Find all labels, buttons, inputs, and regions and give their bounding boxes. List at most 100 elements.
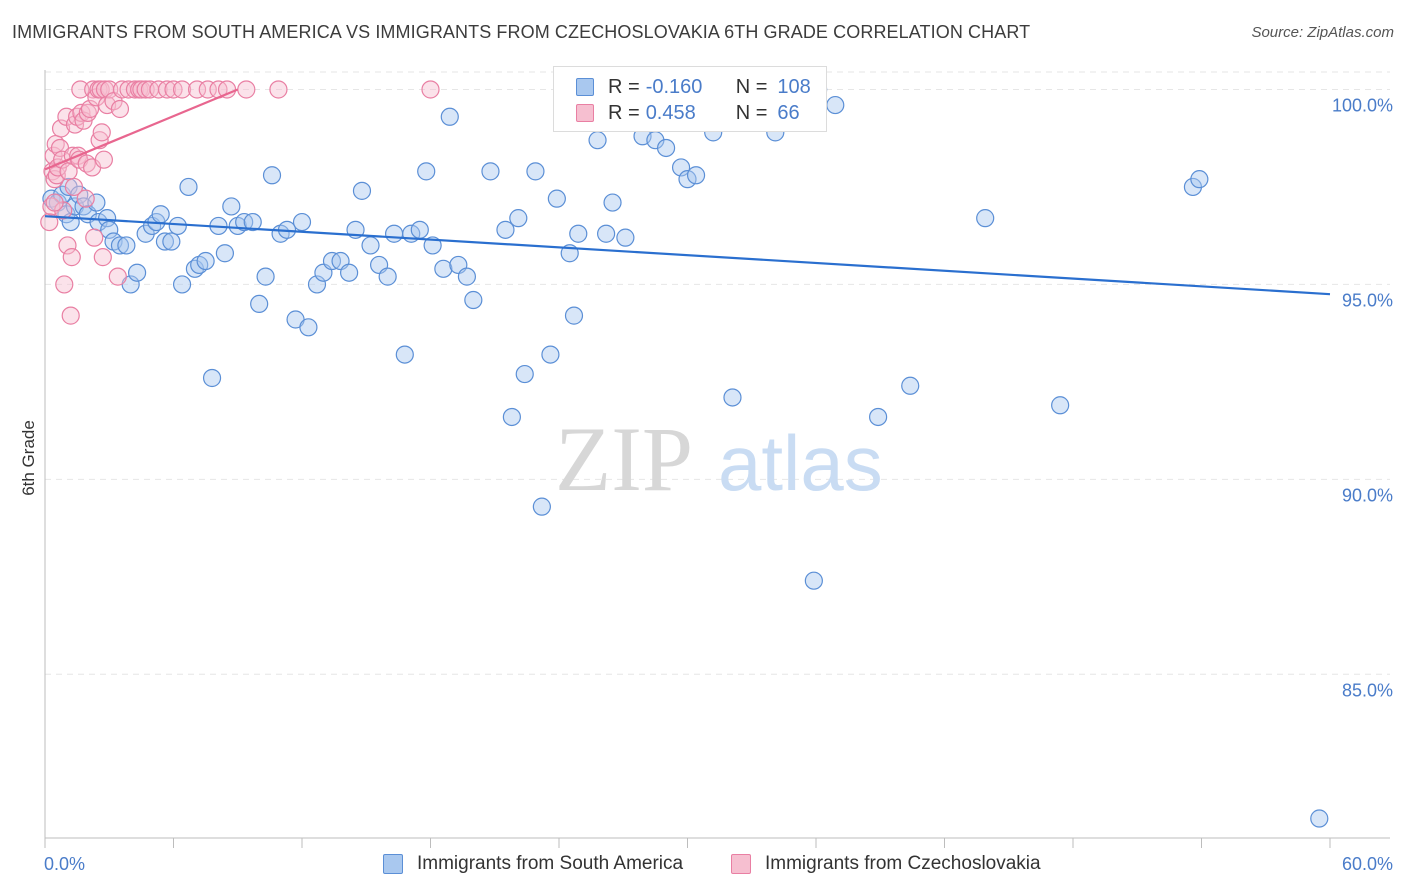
point-south-america <box>299 318 318 337</box>
legend-item-czechoslovakia: Immigrants from Czechoslovakia <box>731 852 1041 876</box>
point-south-america <box>526 162 545 181</box>
point-czechoslovakia <box>94 150 113 169</box>
point-czechoslovakia <box>71 80 90 99</box>
point-czechoslovakia <box>45 193 64 212</box>
point-czechoslovakia <box>136 80 155 99</box>
point-south-america <box>671 158 691 177</box>
point-south-america <box>98 209 117 228</box>
r-value: 0.458 <box>645 101 696 124</box>
point-czechoslovakia <box>198 80 217 99</box>
point-czechoslovakia <box>93 248 112 267</box>
point-czechoslovakia <box>110 99 130 119</box>
trend-line-south-america <box>44 215 1331 296</box>
stats-legend: R = -0.160 N = 108 R = 0.458 N = 66 <box>553 66 827 132</box>
y-tick-label: 90.0% <box>1342 485 1393 505</box>
r-value: -0.160 <box>645 75 703 98</box>
point-south-america <box>564 306 584 325</box>
swatch-pink <box>576 104 594 122</box>
point-south-america <box>378 267 397 286</box>
point-south-america <box>1190 170 1209 189</box>
point-south-america <box>547 189 566 208</box>
legend-swatch-pink <box>731 854 751 874</box>
point-czechoslovakia <box>62 248 81 267</box>
point-south-america <box>256 267 275 286</box>
watermark-atlas: atlas <box>718 419 883 507</box>
legend-swatch-blue <box>383 854 403 874</box>
point-czechoslovakia <box>187 80 207 99</box>
point-czechoslovakia <box>108 267 127 286</box>
point-south-america <box>155 232 175 251</box>
point-south-america <box>117 236 136 255</box>
point-south-america <box>243 212 262 232</box>
swatch-blue <box>576 78 594 96</box>
point-south-america <box>434 259 453 278</box>
point-south-america <box>151 205 170 224</box>
point-south-america <box>532 497 551 516</box>
source-label: Source: ZipAtlas.com <box>1251 24 1394 41</box>
point-south-america <box>656 138 676 158</box>
point-south-america <box>222 197 241 216</box>
point-czechoslovakia <box>76 189 95 208</box>
point-south-america <box>262 166 282 185</box>
point-czechoslovakia <box>92 123 111 142</box>
point-south-america <box>127 263 147 282</box>
point-south-america <box>569 224 588 243</box>
point-south-america <box>307 275 327 294</box>
series-south-america <box>42 80 1329 828</box>
legend-item-south-america: Immigrants from South America <box>383 852 683 876</box>
point-south-america <box>502 407 521 427</box>
point-south-america <box>110 236 130 255</box>
legend-label-south-america: Immigrants from South America <box>417 853 684 874</box>
point-czechoslovakia <box>80 99 100 119</box>
point-south-america <box>168 216 187 236</box>
y-tick-label: 100.0% <box>1332 95 1393 115</box>
point-south-america <box>869 407 888 427</box>
y-tick-labels: 85.0% 90.0% 95.0% 100.0% <box>1332 95 1393 700</box>
point-czechoslovakia <box>269 80 288 99</box>
point-south-america <box>352 181 372 200</box>
gridlines <box>45 71 1390 675</box>
point-south-america <box>202 368 222 388</box>
point-czechoslovakia <box>85 228 104 247</box>
point-south-america <box>179 177 198 197</box>
point-south-america <box>496 220 515 239</box>
point-south-america <box>901 376 920 395</box>
point-south-america <box>678 170 697 189</box>
axes <box>44 70 1390 848</box>
r-label: R = <box>608 101 640 124</box>
point-czechoslovakia <box>61 306 80 325</box>
x-tick-label-min: 0.0% <box>44 854 85 874</box>
point-south-america <box>87 193 106 212</box>
point-czechoslovakia <box>55 275 74 294</box>
point-south-america <box>384 224 404 243</box>
point-south-america <box>423 236 442 255</box>
trend-line-czechoslovakia <box>44 88 239 171</box>
point-czechoslovakia <box>64 177 84 197</box>
n-value: 66 <box>777 101 800 124</box>
legend-row-czechoslovakia: R = 0.458 N = 66 <box>576 100 800 126</box>
point-south-america <box>826 95 845 115</box>
point-south-america <box>457 267 477 286</box>
point-south-america <box>361 236 380 255</box>
point-south-america <box>417 162 436 181</box>
point-czechoslovakia <box>100 80 119 99</box>
n-value: 108 <box>777 75 811 98</box>
point-south-america <box>464 290 483 310</box>
point-south-america <box>340 263 359 282</box>
point-czechoslovakia <box>237 80 256 99</box>
point-south-america <box>588 131 607 150</box>
watermark-zip: ZIP <box>555 408 693 510</box>
legend-label-czechoslovakia: Immigrants from Czechoslovakia <box>765 853 1041 874</box>
point-south-america <box>481 162 500 181</box>
point-south-america <box>509 209 528 228</box>
y-tick-label: 95.0% <box>1342 290 1393 310</box>
point-south-america <box>172 275 192 294</box>
point-south-america <box>1310 809 1329 828</box>
trend-lines <box>44 88 1331 296</box>
point-south-america <box>616 228 635 247</box>
point-south-america <box>292 212 312 232</box>
point-south-america <box>250 294 269 314</box>
series-czechoslovakia <box>40 80 440 325</box>
n-label: N = <box>735 101 768 124</box>
point-czechoslovakia <box>421 80 440 99</box>
